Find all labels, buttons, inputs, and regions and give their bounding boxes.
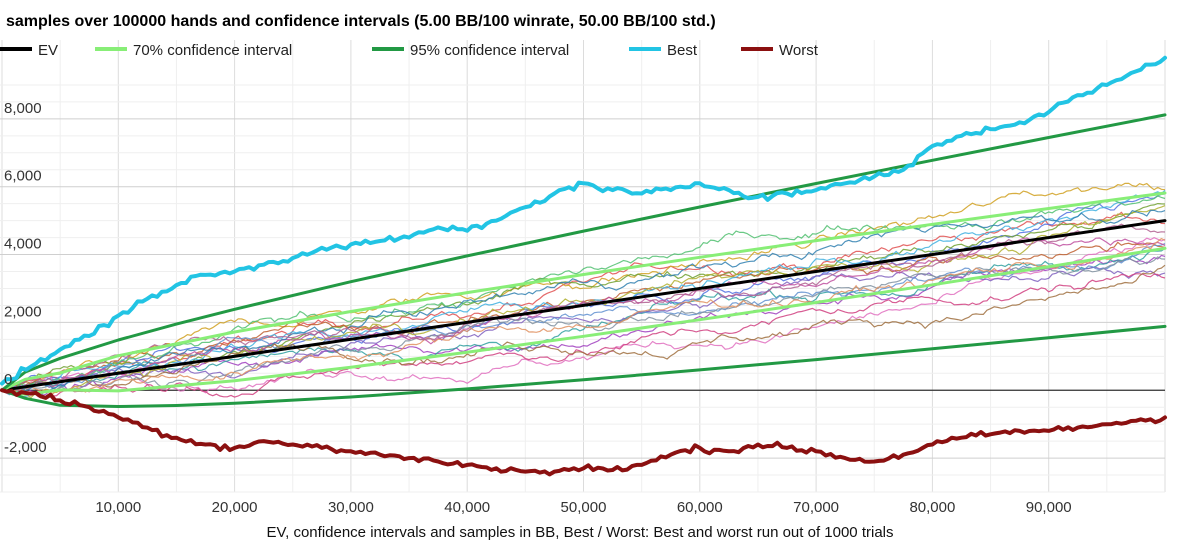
series-line-worst (0, 388, 1167, 477)
series-line-70-confidence-interval (0, 191, 1167, 392)
x-tick-label: 80,000 (909, 499, 955, 516)
series-line-70-confidence-interval (0, 246, 1167, 396)
series-lines (0, 55, 1167, 477)
x-tick-label: 90,000 (1026, 499, 1072, 516)
sample-run-line (1, 223, 1166, 393)
sample-run-line (1, 182, 1166, 391)
series-line-ev (0, 219, 1167, 392)
legend-label: Best (667, 42, 698, 59)
y-tick-label: 8,000 (4, 100, 42, 117)
x-tick-label: 20,000 (212, 499, 258, 516)
legend-label: 95% confidence interval (410, 42, 569, 59)
sample-run-line (1, 264, 1166, 393)
y-tick-labels: -2,000 0 2,000 4,000 6,000 8,000 (4, 100, 47, 456)
y-tick-label: 2,000 (4, 303, 42, 320)
y-tick-label: -2,000 (4, 439, 47, 456)
y-tick-label: 6,000 (4, 168, 42, 185)
legend: EV 70% confidence interval 95% confidence … (0, 42, 819, 59)
x-tick-label: 70,000 (793, 499, 839, 516)
legend-label: Worst (779, 42, 819, 59)
x-axis-label: EV, confidence intervals and samples in … (267, 524, 894, 541)
sample-run-line (1, 209, 1166, 395)
x-tick-label: 10,000 (95, 499, 141, 516)
x-tick-label: 60,000 (677, 499, 723, 516)
legend-label: 70% confidence interval (133, 42, 292, 59)
legend-label: EV (38, 42, 58, 59)
x-tick-label: 40,000 (444, 499, 490, 516)
y-tick-label: 0 (4, 371, 12, 388)
sample-run-line (1, 237, 1166, 391)
chart-title: samples over 100000 hands and confidence… (6, 13, 716, 30)
sample-run-line (1, 237, 1166, 394)
y-tick-label: 4,000 (4, 236, 42, 253)
x-tick-label: 50,000 (561, 499, 607, 516)
x-tick-label: 30,000 (328, 499, 374, 516)
x-tick-labels: 10,000 20,000 30,000 40,000 50,000 60,000 70,0… (95, 499, 1071, 516)
series-line-best (0, 55, 1167, 386)
sample-run-line (1, 237, 1166, 395)
sample-run-line (1, 195, 1166, 392)
